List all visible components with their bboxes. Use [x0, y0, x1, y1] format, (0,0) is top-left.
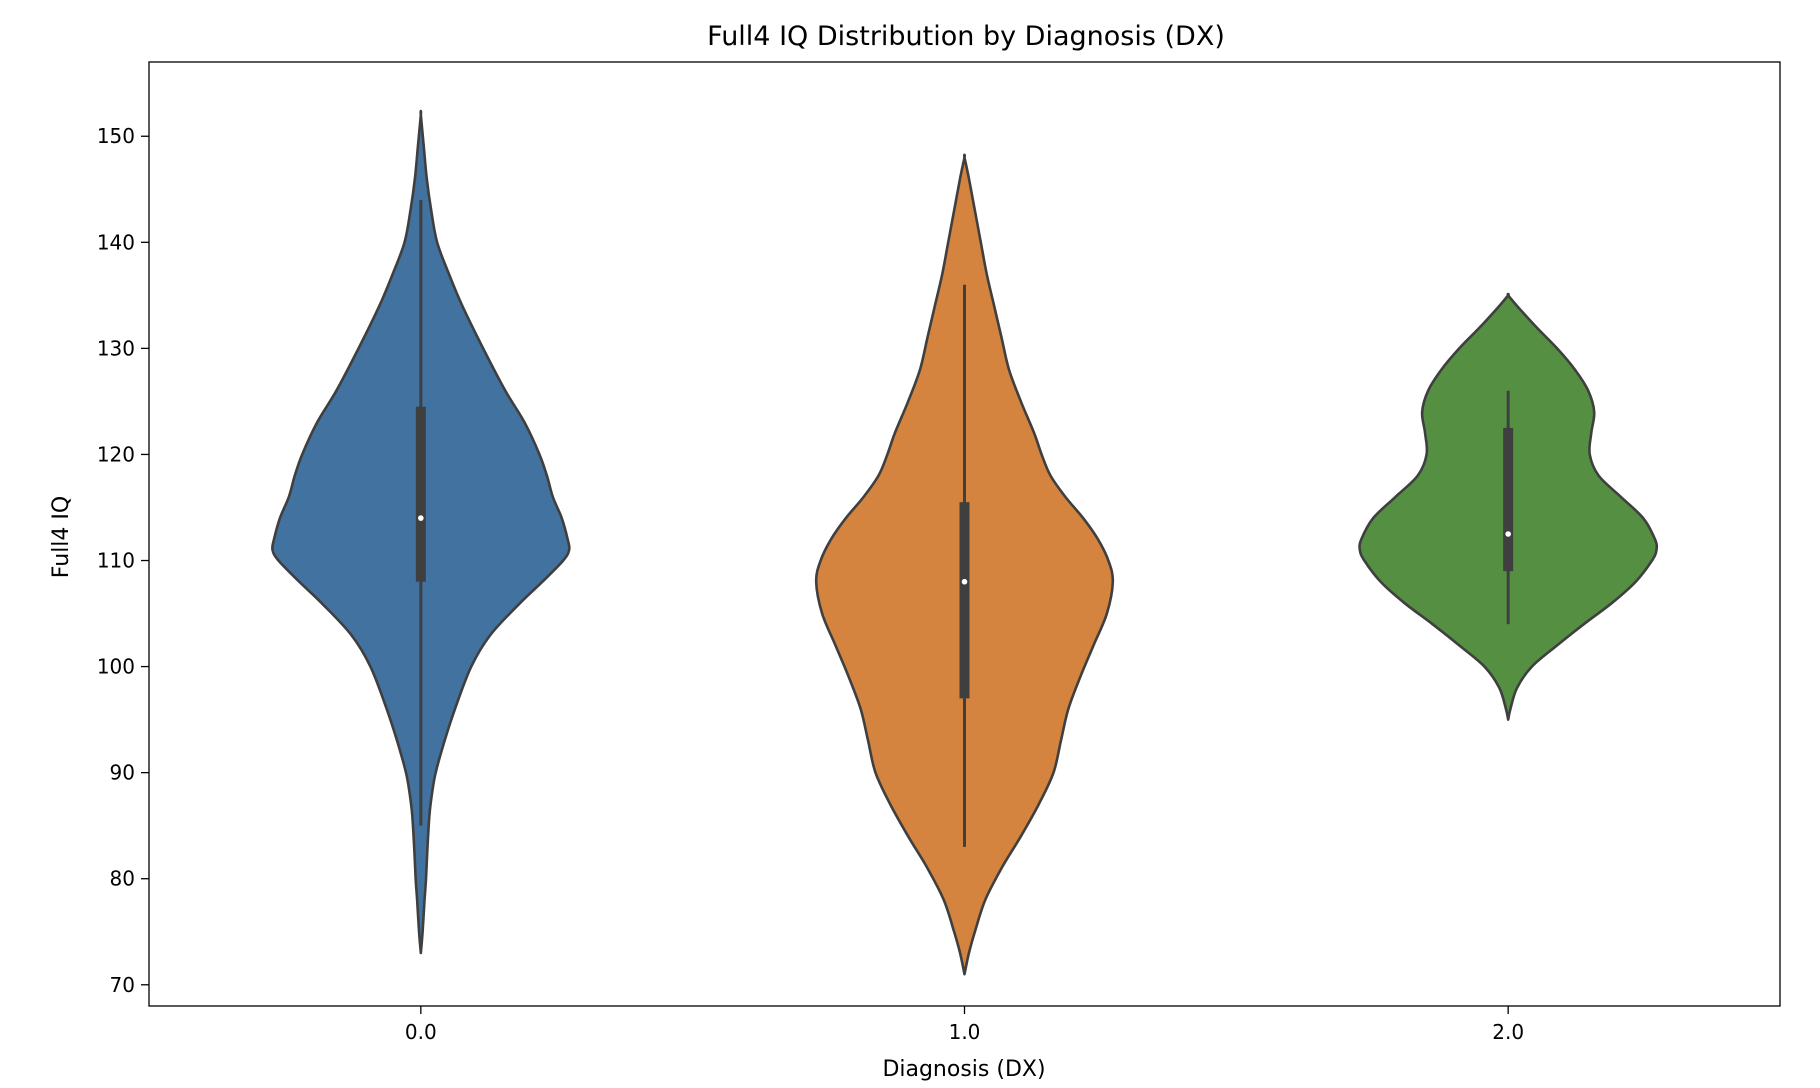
- x-tick-label: 1.0: [949, 1020, 981, 1044]
- y-tick-label: 140: [97, 230, 135, 254]
- x-axis: 0.0 1.0 2.0: [405, 1006, 1524, 1044]
- y-tick-label: 100: [97, 655, 135, 679]
- x-axis-label: Diagnosis (DX): [882, 1057, 1045, 1082]
- y-tick-label: 70: [110, 973, 135, 997]
- y-axis-label: Full4 IQ: [49, 496, 74, 578]
- violin-0.0: [270, 109, 571, 955]
- y-tick-label: 120: [97, 442, 135, 466]
- chart-title: Full4 IQ Distribution by Diagnosis (DX): [707, 21, 1225, 52]
- violin-iqr-box: [959, 502, 970, 699]
- y-tick-label: 90: [110, 761, 135, 785]
- violins-layer: [270, 109, 1659, 976]
- x-tick-label: 0.0: [405, 1020, 437, 1044]
- x-tick-label: 2.0: [1492, 1020, 1524, 1044]
- y-axis: 70 80 90 100 110 120 130 140 150: [97, 124, 149, 997]
- y-tick-label: 130: [97, 336, 135, 360]
- violin-median-point: [418, 515, 424, 521]
- violin-2.0: [1358, 292, 1659, 721]
- violin-1.0: [814, 153, 1115, 976]
- y-tick-label: 110: [97, 549, 135, 573]
- violin-iqr-box: [415, 406, 426, 582]
- y-tick-label: 80: [110, 867, 135, 891]
- violin-median-point: [961, 578, 968, 585]
- violin-median-point: [1505, 531, 1511, 537]
- violin-iqr-box: [1503, 427, 1514, 572]
- y-tick-label: 150: [97, 124, 135, 148]
